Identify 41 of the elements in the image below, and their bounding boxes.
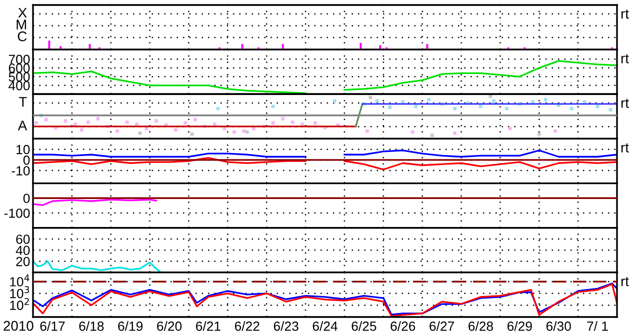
text: A — [18, 120, 28, 130]
x-tick-label: 6/18 — [79, 321, 104, 331]
text: C — [18, 31, 27, 42]
x-tick-label: 6/30 — [546, 321, 571, 331]
x-tick-label: 6/27 — [430, 321, 454, 331]
x-tick-label: 6/19 — [118, 321, 143, 331]
text: T — [18, 97, 27, 107]
y-tick-label: 500 — [8, 72, 30, 82]
x-tick-label: 6/26 — [390, 321, 416, 331]
y-tick-label: 10$^{3}$ — [10, 286, 30, 298]
x-tick-label: 6/25 — [352, 321, 376, 331]
y-tick-label: 400 — [8, 80, 30, 90]
y-tick-label: 10$^{4}$ — [10, 274, 30, 286]
text: X — [18, 8, 27, 18]
y-tick-label: 10 — [16, 144, 30, 154]
text: rt — [621, 10, 629, 19]
x-tick-label: 6/28 — [468, 321, 493, 331]
y-tick-label: -10 — [12, 166, 30, 176]
x-tick-label: 6/24 — [312, 321, 338, 331]
text: rt — [621, 143, 629, 152]
text: rt — [621, 98, 629, 108]
y-tick-label: -100 — [4, 208, 30, 218]
x-tick-label: 7/ 1 — [587, 321, 608, 331]
x-tick-label: 6/29 — [508, 321, 532, 331]
y-tick-label: 700 — [8, 54, 30, 64]
y-tick-label: 60 — [16, 234, 30, 244]
y-tick-label: 0 — [23, 156, 30, 165]
x-tick-label: 6/22 — [234, 321, 260, 331]
text: rt — [621, 277, 629, 286]
text: rt — [621, 54, 629, 64]
x-tick-label: 6/17 — [40, 321, 65, 331]
text: M — [16, 20, 26, 30]
x-tick-label: 6/21 — [196, 321, 220, 331]
x-tick-label: 6/20 — [157, 321, 182, 331]
x-axis-title: 2010 — [4, 320, 34, 331]
y-tick-label: 20 — [16, 256, 30, 266]
y-tick-label: 0 — [23, 194, 30, 204]
y-tick-label: 10$^{2}$ — [10, 298, 29, 310]
y-tick-label: 40 — [16, 246, 30, 256]
x-tick-label: 6/23 — [274, 321, 298, 331]
y-tick-label: 600 — [8, 63, 30, 73]
